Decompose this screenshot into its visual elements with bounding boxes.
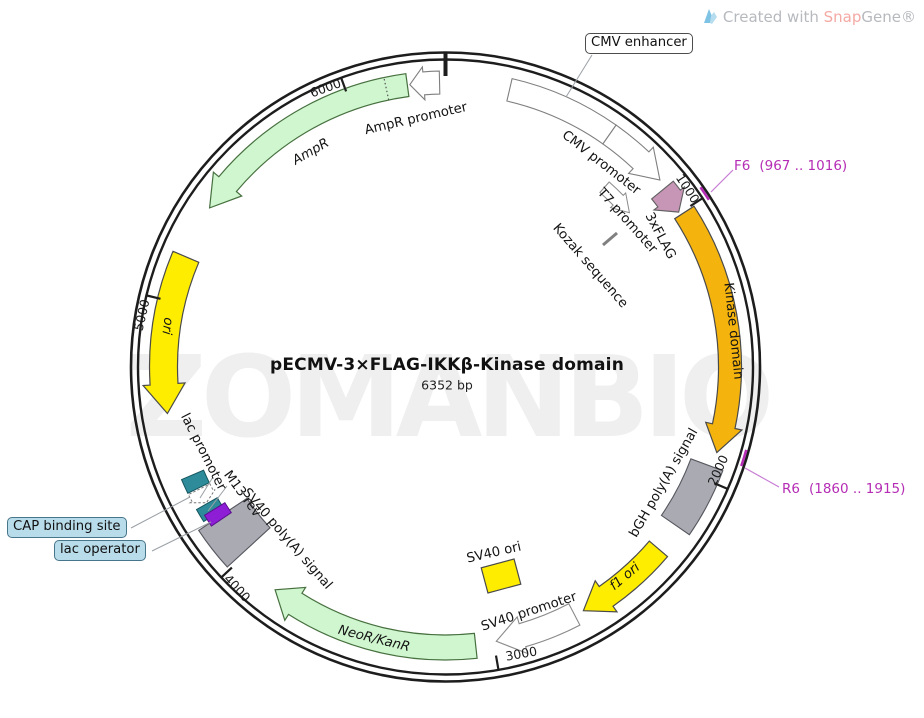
callout-cmv-enhancer: CMV enhancer — [585, 33, 693, 54]
watermark-text: ZOMANBIO — [125, 333, 775, 463]
feature-box-sv40-ori — [480, 558, 522, 594]
label-ori: ori — [158, 316, 176, 336]
primer-label-f6: F6 (967 .. 1016) — [734, 158, 847, 174]
primer-r6-range: (1860 .. 1915) — [808, 481, 906, 497]
feature-arc-f1-ori — [582, 540, 669, 613]
position-ticks — [146, 51, 728, 670]
tick-label-4000: 4000 — [221, 571, 254, 605]
feature-arc-ampr-promoter — [409, 65, 441, 102]
feature-arc-bgh-polya-signal — [660, 458, 724, 536]
primer-label-r6: R6 (1860 .. 1915) — [782, 481, 905, 497]
credit-snap: Snap — [823, 8, 862, 26]
lac-promoter-leader — [199, 476, 214, 499]
primer-f6-name: F6 — [734, 158, 751, 174]
primer-f6-range: (967 .. 1016) — [759, 158, 848, 174]
primer-f6-connector — [710, 169, 734, 193]
snapgene-logo-icon — [703, 9, 717, 24]
feature-arc-t7-promoter — [599, 181, 631, 214]
m13-rev-leader — [207, 485, 228, 512]
feature-arc-sv40-promoter — [495, 603, 581, 655]
primer-r6-name: R6 — [782, 481, 800, 497]
kozak-sequence-tick — [602, 231, 618, 247]
primer-f6-span-arc — [699, 186, 710, 201]
lac-operator-leader — [151, 521, 212, 552]
feature-arc-sv40-polya-signal — [197, 497, 271, 568]
tick-label-3000: 3000 — [504, 643, 538, 663]
callout-cap-binding-site: CAP binding site — [7, 517, 127, 538]
feature-arc-3xflag — [650, 180, 686, 213]
leader-lines — [130, 54, 593, 552]
snapgene-credit: Created with SnapGene® — [703, 8, 916, 26]
primer-r6-span-arc — [740, 449, 748, 467]
feature-arc-ori — [141, 250, 200, 415]
feature-arc-kinase-domain — [673, 205, 744, 454]
feature-arc-neor-kanr — [274, 586, 478, 661]
credit-gene: Gene® — [861, 8, 916, 26]
plasmid-title: pECMV-3×FLAG-IKKβ-Kinase domain — [269, 355, 625, 375]
primer-r6-connector — [744, 467, 780, 488]
feature-arc-ampr — [208, 73, 410, 209]
feature-arc-lac-promoter — [187, 483, 216, 504]
feature-arc-cap-binding-site — [180, 469, 210, 494]
feature-arc-cmv-promoter — [602, 124, 661, 181]
callout-lac-operator: lac operator — [54, 540, 146, 561]
tick-label-5000: 5000 — [131, 298, 153, 332]
credit-prefix: Created with — [722, 8, 824, 26]
feature-arc-cmv-enhancer — [506, 77, 617, 145]
plasmid-size: 6352 bp — [421, 377, 473, 393]
cap-binding-site-leader — [130, 496, 191, 529]
cmv-enhancer-leader — [565, 54, 593, 98]
